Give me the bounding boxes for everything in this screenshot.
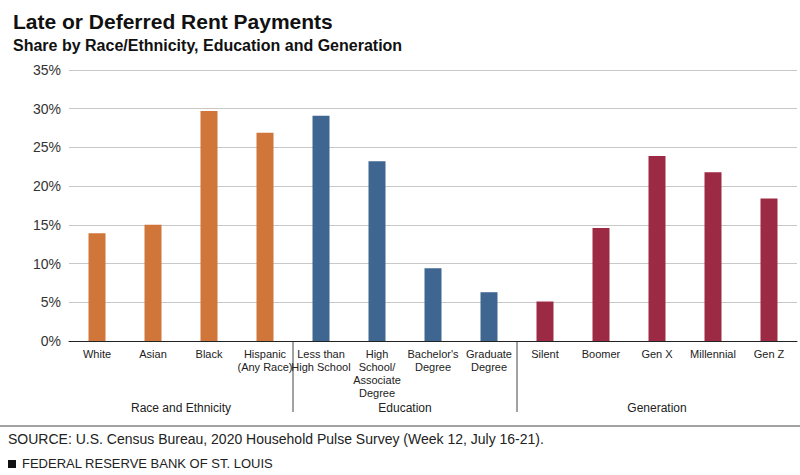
svg-text:Less than: Less than [297, 348, 345, 360]
svg-text:School/: School/ [359, 361, 397, 373]
svg-text:High School: High School [291, 361, 350, 373]
svg-text:20%: 20% [33, 178, 61, 194]
svg-text:White: White [83, 348, 111, 360]
svg-text:25%: 25% [33, 139, 61, 155]
svg-text:Silent: Silent [531, 348, 559, 360]
svg-text:0%: 0% [41, 333, 61, 349]
svg-text:Race and Ethnicity: Race and Ethnicity [131, 401, 231, 415]
svg-text:FEDERAL RESERVE BANK OF ST. LO: FEDERAL RESERVE BANK OF ST. LOUIS [22, 456, 273, 471]
svg-text:10%: 10% [33, 256, 61, 272]
svg-text:Share by Race/Ethnicity, Educa: Share by Race/Ethnicity, Education and G… [13, 37, 402, 54]
svg-text:Gen X: Gen X [641, 348, 673, 360]
svg-text:Graduate: Graduate [466, 348, 512, 360]
svg-text:Degree: Degree [471, 361, 507, 373]
svg-text:35%: 35% [33, 62, 61, 78]
svg-text:Hispanic: Hispanic [244, 348, 287, 360]
svg-text:Bachelor's: Bachelor's [407, 348, 459, 360]
svg-text:SOURCE: U.S. Census Bureau, 20: SOURCE: U.S. Census Bureau, 2020 Househo… [8, 431, 544, 447]
svg-text:Associate: Associate [353, 374, 401, 386]
svg-text:5%: 5% [41, 294, 61, 310]
svg-text:Millennial: Millennial [690, 348, 736, 360]
svg-text:15%: 15% [33, 217, 61, 233]
svg-text:Boomer: Boomer [582, 348, 621, 360]
svg-text:Degree: Degree [359, 387, 395, 399]
svg-text:Late or Deferred Rent Payments: Late or Deferred Rent Payments [13, 10, 333, 33]
svg-text:Asian: Asian [139, 348, 167, 360]
svg-text:Black: Black [196, 348, 223, 360]
svg-text:30%: 30% [33, 101, 61, 117]
svg-text:Generation: Generation [627, 401, 686, 415]
svg-text:(Any Race): (Any Race) [237, 361, 292, 373]
svg-text:High: High [366, 348, 389, 360]
svg-text:Degree: Degree [415, 361, 451, 373]
svg-text:Education: Education [378, 401, 431, 415]
svg-text:Gen Z: Gen Z [754, 348, 785, 360]
